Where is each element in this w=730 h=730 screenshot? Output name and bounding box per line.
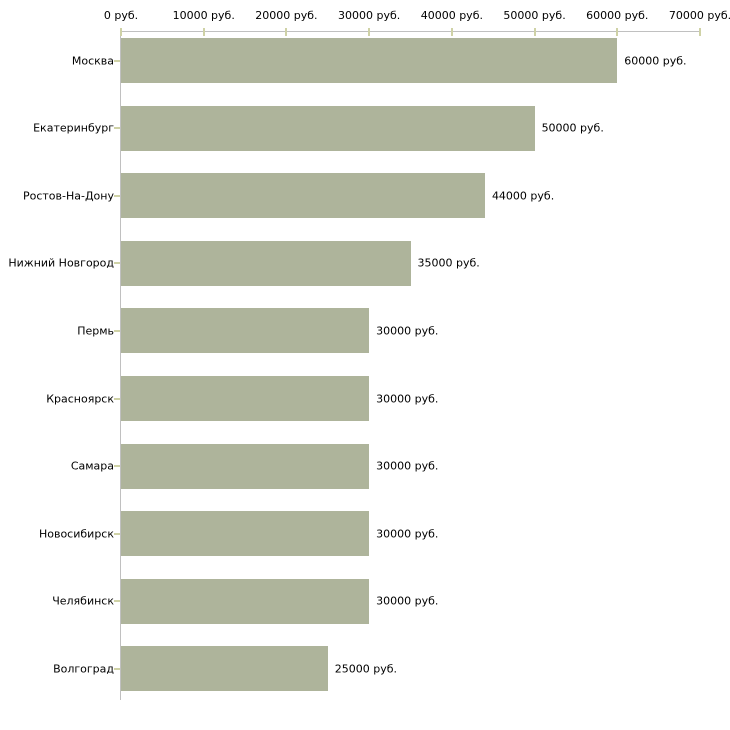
y-axis-tick: [114, 127, 120, 130]
x-axis-tick: [285, 28, 288, 36]
value-label: 30000 руб.: [376, 392, 439, 405]
x-axis-tick-label: 40000 руб.: [420, 9, 483, 22]
y-axis-tick: [114, 532, 120, 535]
category-label: Красноярск: [46, 392, 114, 405]
value-label: 44000 руб.: [491, 189, 555, 203]
bar: [121, 578, 370, 624]
bar: [121, 105, 535, 151]
bar: [121, 646, 328, 692]
y-axis-tick: [114, 465, 120, 468]
category-label: Пермь: [77, 324, 114, 338]
value-label: 30000 руб.: [376, 527, 439, 541]
bar: [121, 173, 485, 219]
category-label: Новосибирск: [38, 527, 114, 541]
y-axis-tick: [114, 397, 120, 400]
x-axis-tick-label: 0 руб.: [103, 9, 139, 22]
y-axis-tick: [114, 59, 120, 62]
x-axis-tick-label: 10000 руб.: [172, 9, 235, 22]
bar: [121, 308, 370, 354]
y-axis-tick: [114, 262, 120, 265]
value-label: 25000 руб.: [334, 662, 398, 676]
value-label: 35000 руб.: [417, 256, 480, 270]
x-axis-tick-label: 60000 руб.: [586, 9, 649, 22]
x-axis-line: [120, 31, 701, 32]
bar: [121, 240, 411, 286]
x-axis-tick-label: 30000 руб.: [338, 9, 401, 22]
bar: [121, 511, 370, 557]
x-axis-tick-label: 50000 руб.: [503, 9, 566, 22]
x-axis-tick: [368, 28, 371, 36]
x-axis-tick: [616, 28, 619, 36]
y-axis-tick: [114, 194, 120, 197]
y-axis-tick: [114, 600, 120, 603]
y-axis-line: [120, 31, 121, 700]
bar: [121, 443, 370, 489]
x-axis-tick: [120, 28, 122, 36]
x-axis-tick: [699, 28, 701, 36]
category-label: Москва: [71, 54, 114, 67]
x-axis-tick: [533, 28, 536, 36]
bar: [121, 38, 618, 83]
y-axis-tick: [114, 667, 120, 670]
x-axis-tick-label: 70000 руб.: [668, 9, 730, 22]
value-label: 30000 руб.: [376, 594, 439, 608]
category-label: Нижний Новгород: [8, 256, 114, 270]
value-label: 60000 руб.: [624, 54, 687, 67]
category-label: Волгоград: [53, 662, 114, 676]
category-label: Самара: [70, 459, 114, 473]
bar: [121, 376, 370, 421]
x-axis-tick-label: 20000 руб.: [255, 9, 318, 22]
value-label: 50000 руб.: [541, 121, 604, 135]
x-axis-tick: [450, 28, 453, 36]
category-label: Ростов-На-Дону: [22, 189, 114, 203]
value-label: 30000 руб.: [376, 324, 439, 338]
x-axis-tick: [202, 28, 205, 36]
value-label: 30000 руб.: [376, 459, 439, 473]
y-axis-tick: [114, 329, 120, 332]
category-label: Екатеринбург: [33, 121, 114, 135]
category-label: Челябинск: [52, 594, 114, 608]
